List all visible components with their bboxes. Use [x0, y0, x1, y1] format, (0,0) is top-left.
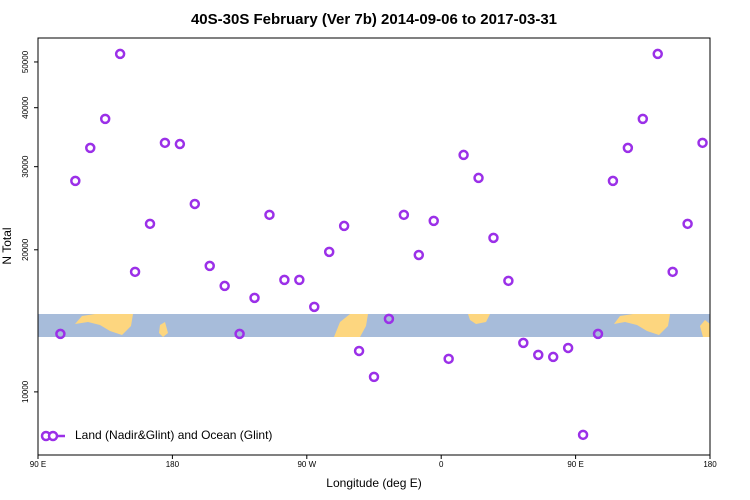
point	[294, 274, 305, 286]
point	[368, 371, 380, 383]
x-axis-label: Longitude (deg E)	[326, 476, 421, 490]
y-tick-label: 30000	[21, 155, 30, 178]
point	[547, 351, 559, 363]
point	[144, 218, 156, 230]
point	[264, 209, 275, 221]
point	[219, 280, 230, 292]
point	[592, 328, 604, 340]
point	[637, 113, 649, 125]
point	[443, 353, 454, 365]
chart-title: 40S-30S February (Ver 7b) 2014-09-06 to …	[191, 11, 557, 28]
x-tick-label: 0	[439, 460, 444, 469]
point	[562, 342, 574, 354]
point	[577, 429, 589, 441]
y-axis-label: N Total	[0, 227, 14, 264]
point	[682, 218, 693, 230]
y-tick-label: 50000	[21, 50, 30, 73]
ocean	[38, 314, 710, 337]
point	[383, 313, 395, 325]
point	[279, 274, 290, 286]
y-tick-label: 20000	[21, 238, 30, 261]
land	[75, 314, 133, 335]
x-tick-label: 180	[703, 460, 717, 469]
point	[607, 175, 619, 187]
point	[114, 48, 126, 60]
point	[309, 301, 320, 313]
point	[428, 215, 439, 227]
point	[323, 246, 335, 258]
x-tick-label: 90 E	[30, 460, 46, 469]
point	[174, 138, 186, 150]
x-tick-label: 90 E	[567, 460, 583, 469]
point	[488, 232, 499, 244]
x-tick-label: 180	[166, 460, 180, 469]
point	[234, 328, 245, 340]
point	[55, 328, 66, 340]
point	[204, 260, 215, 272]
point	[85, 142, 96, 154]
point	[697, 137, 708, 149]
legend-label: Land (Nadir&Glint) and Ocean (Glint)	[75, 428, 272, 442]
point	[622, 142, 634, 154]
land	[614, 314, 670, 335]
point	[249, 292, 260, 304]
land	[334, 314, 368, 337]
point	[398, 209, 410, 221]
point	[652, 48, 663, 60]
land	[468, 314, 490, 324]
y-tick-label: 10000	[21, 380, 30, 403]
plot-frame	[37, 37, 711, 456]
map-strip	[38, 314, 710, 337]
point	[458, 149, 469, 161]
point	[503, 275, 514, 287]
x-tick-label: 90 W	[297, 460, 316, 469]
point	[518, 337, 529, 349]
legend-marker	[47, 430, 59, 442]
y-tick-label: 40000	[21, 96, 30, 119]
land	[700, 320, 710, 337]
point	[189, 198, 201, 210]
land	[159, 322, 168, 337]
point	[70, 175, 81, 187]
point	[338, 220, 350, 232]
point	[129, 266, 141, 278]
point	[413, 249, 425, 261]
point	[533, 349, 544, 361]
point	[159, 137, 171, 149]
point	[99, 113, 111, 125]
point	[667, 266, 678, 278]
point	[473, 172, 484, 184]
point	[353, 345, 365, 357]
